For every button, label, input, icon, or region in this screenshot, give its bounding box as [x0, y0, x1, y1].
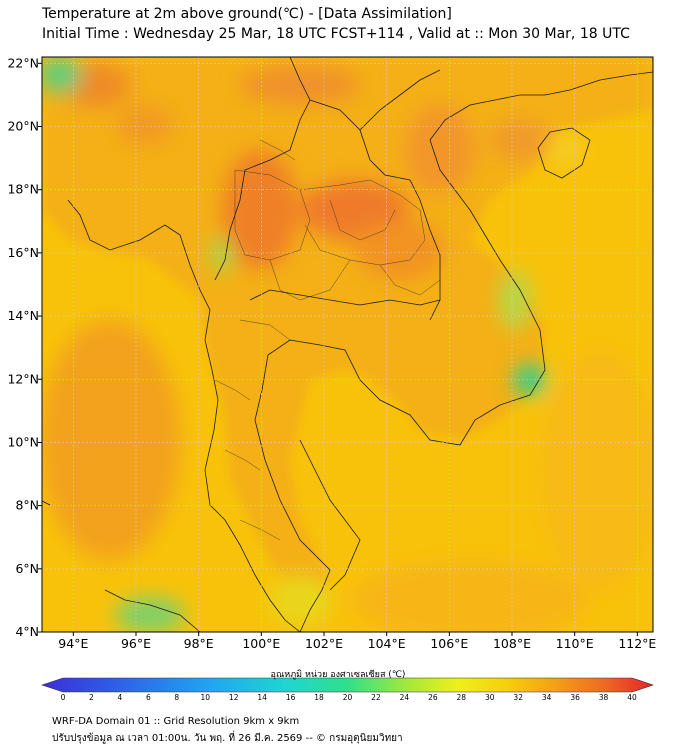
colorbar-tick-label: 28	[457, 693, 467, 700]
colorbar-tick-label: 14	[257, 693, 267, 700]
lat-tick-label: 4°N	[15, 624, 39, 639]
colorbar-tick-label: 26	[428, 693, 438, 700]
lon-tick-label: 108°E	[493, 636, 531, 651]
lat-tick-label: 10°N	[7, 434, 39, 449]
map-subtitle: Initial Time : Wednesday 25 Mar, 18 UTC …	[42, 26, 630, 42]
colorbar-tick-label: 24	[400, 693, 410, 700]
coastline-borders	[42, 57, 653, 632]
lat-tick-label: 18°N	[7, 182, 39, 197]
map-title: Temperature at 2m above ground(℃) - [Dat…	[42, 6, 452, 22]
colorbar-tick-label: 38	[599, 693, 609, 700]
colorbar-tick-label: 30	[485, 693, 495, 700]
colorbar-tick-label: 12	[229, 693, 239, 700]
colorbar-tick-label: 6	[146, 693, 151, 700]
lon-tick-label: 102°E	[305, 636, 343, 651]
lat-tick-label: 8°N	[15, 498, 39, 513]
lat-tick-label: 14°N	[7, 308, 39, 323]
colorbar-title: อุณหภูมิ หน่วย องศาเซลเซียส (℃)	[270, 670, 406, 680]
colorbar-ramp	[41, 677, 654, 693]
temperature-field	[42, 57, 653, 632]
colorbar-tick-label: 2	[89, 693, 94, 700]
colorbar-tick-label: 40	[627, 693, 637, 700]
province-borders	[214, 139, 441, 541]
colorbar-tick-label: 4	[118, 693, 123, 700]
lat-tick-label: 22°N	[7, 55, 39, 70]
lon-tick-label: 96°E	[121, 636, 151, 651]
lon-tick-label: 112°E	[618, 636, 656, 651]
footer-model-info: WRF-DA Domain 01 :: Grid Resolution 9km …	[52, 716, 300, 727]
lat-tick-label: 12°N	[7, 371, 39, 386]
lon-tick-label: 110°E	[556, 636, 594, 651]
colorbar-tick-label: 20	[343, 693, 353, 700]
lon-tick-label: 104°E	[368, 636, 406, 651]
colorbar-tick-label: 36	[570, 693, 580, 700]
map-frame	[41, 56, 654, 633]
colorbar-tick-label: 34	[542, 693, 552, 700]
colorbar-tick-label: 16	[286, 693, 296, 700]
colorbar: 0 2 4 6 8 10 12 14 16 18 20 22 24 26 28 30 32 34 36 38 40	[41, 677, 654, 700]
colorbar-tick-label: 8	[174, 693, 179, 700]
colorbar-tick-label: 18	[314, 693, 324, 700]
footer-update-info: ปรับปรุงข้อมูล ณ เวลา 01:00น. วัน พฤ. ที…	[52, 733, 403, 744]
lat-tick-label: 6°N	[15, 561, 39, 576]
colorbar-tick-label: 32	[513, 693, 523, 700]
lon-tick-label: 98°E	[184, 636, 214, 651]
lon-tick-label: 100°E	[242, 636, 280, 651]
lat-tick-label: 20°N	[7, 119, 39, 134]
lon-tick-label: 94°E	[58, 636, 88, 651]
colorbar-tick-label: 0	[61, 693, 66, 700]
land-shading	[42, 57, 653, 600]
lat-tick-label: 16°N	[7, 245, 39, 260]
colorbar-tick-label: 10	[200, 693, 210, 700]
lon-tick-label: 106°E	[430, 636, 468, 651]
colorbar-tick-label: 22	[371, 693, 381, 700]
temperature-map: 94°E 96°E 98°E 100°E 102°E 104°E 106°E 108°E 110…	[7, 55, 656, 700]
